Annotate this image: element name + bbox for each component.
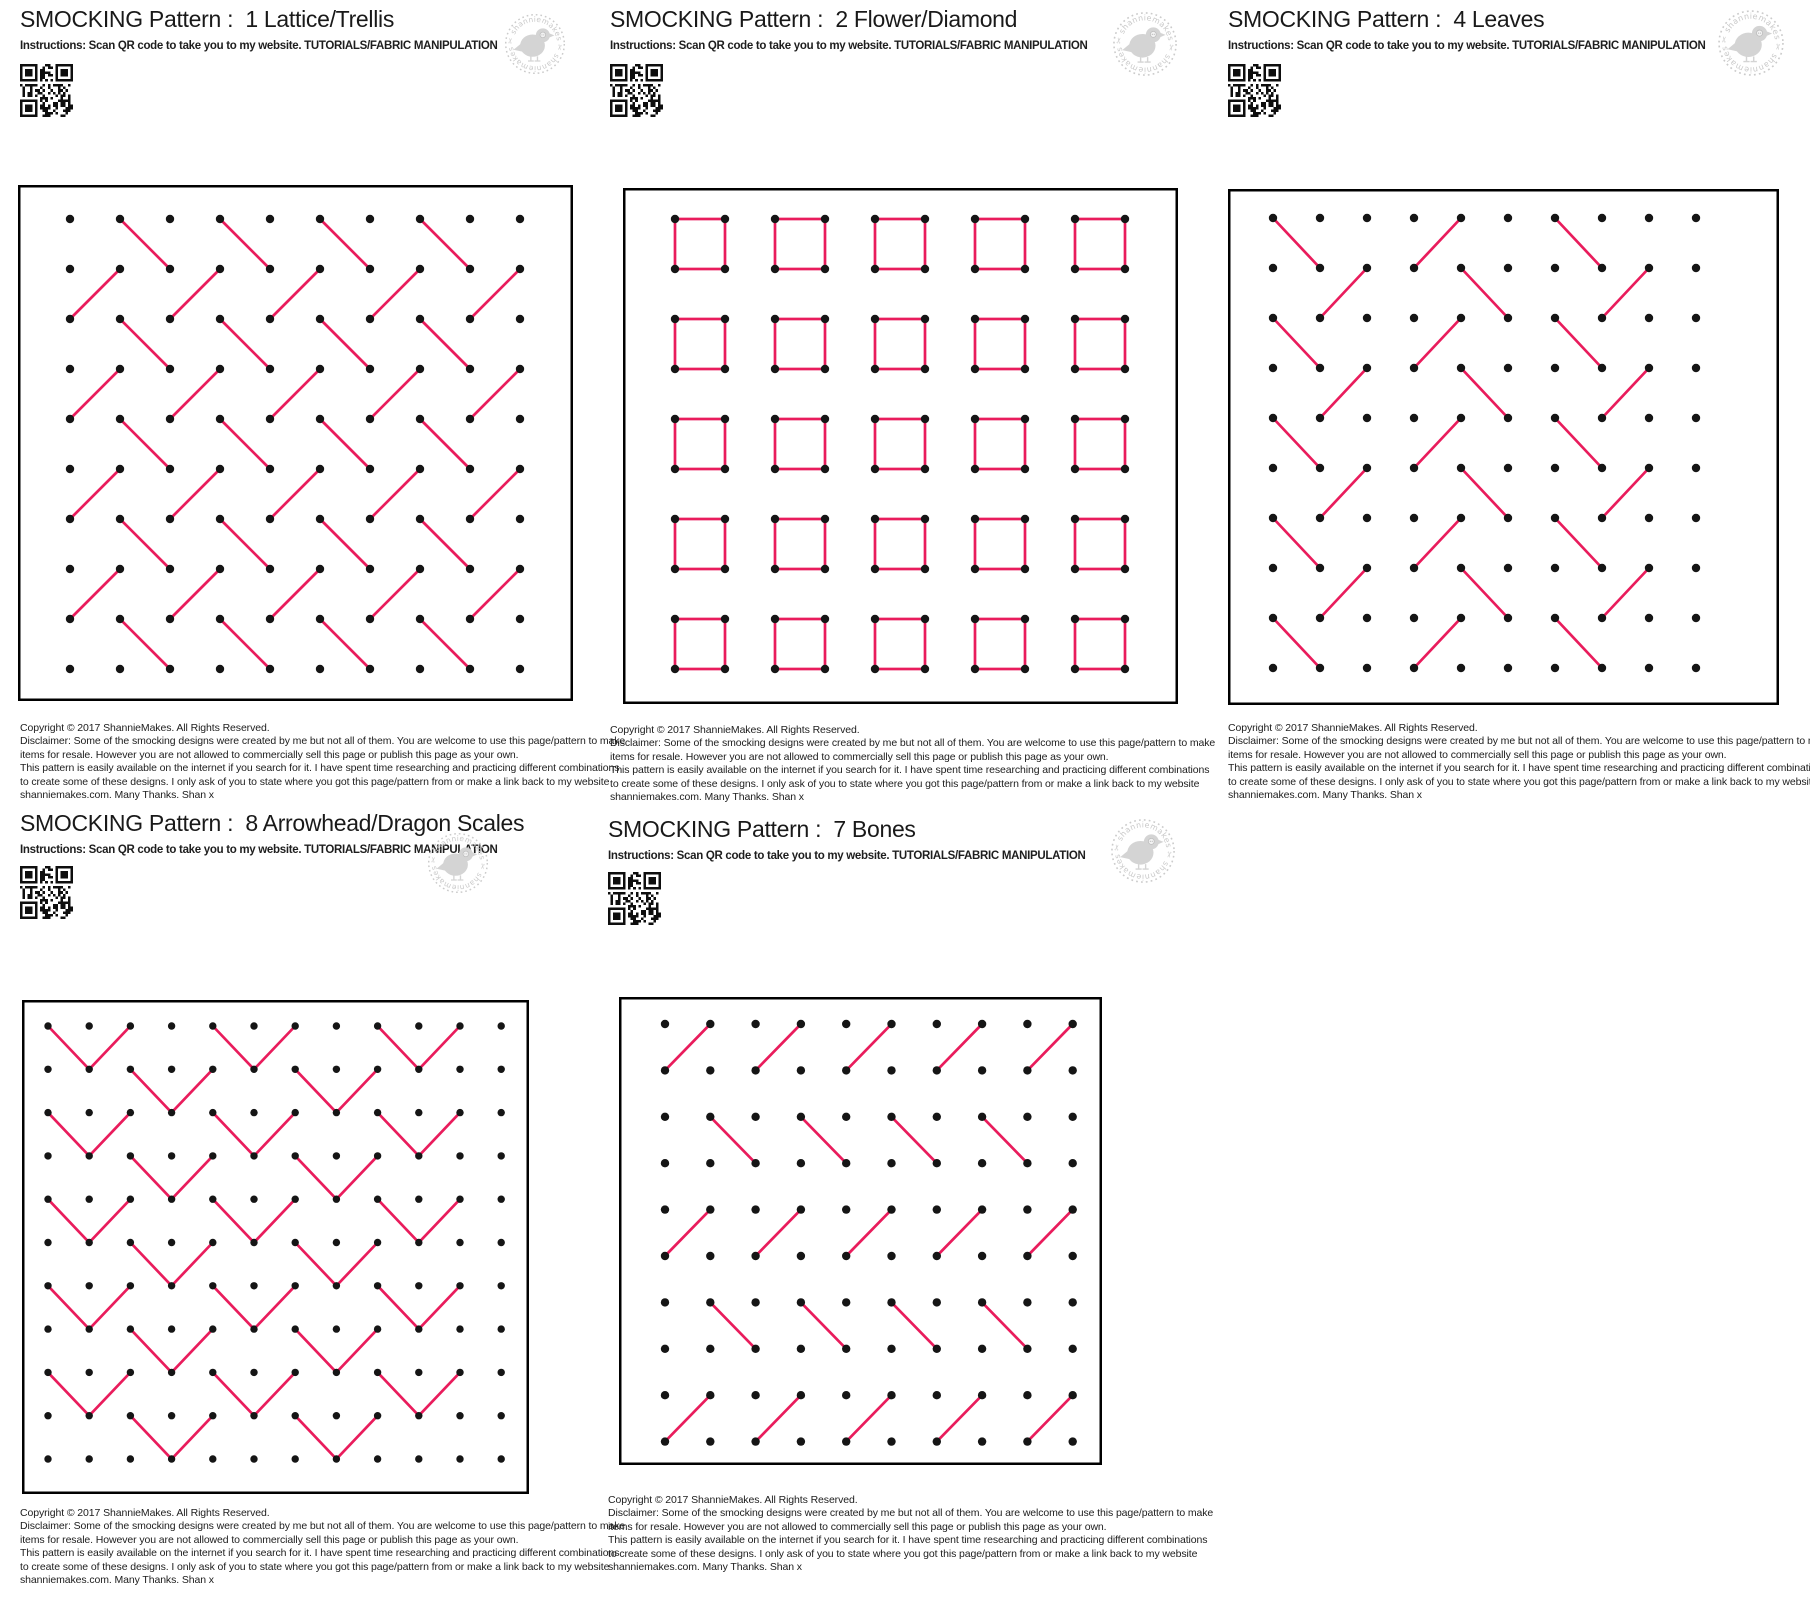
pattern-grid-box <box>18 185 573 701</box>
copyright-line: This pattern is easily available on the … <box>20 1547 620 1560</box>
pattern-title: SMOCKING Pattern : 2 Flower/Diamond <box>610 6 1018 32</box>
copyright-disclaimer: Copyright © 2017 ShannieMakes. All Right… <box>20 722 625 802</box>
pleating-dots <box>44 1022 505 1463</box>
box-border <box>623 188 1178 704</box>
pattern-grid-box <box>1228 189 1779 705</box>
qr-code <box>1228 64 1281 117</box>
copyright-line: to create some of these designs. I only … <box>608 1547 1198 1560</box>
stitch-lines <box>68 217 522 671</box>
copyright-line: items for resale. However you are not al… <box>608 1520 1107 1533</box>
bird-icon <box>1122 27 1166 63</box>
copyright-line: items for resale. However you are not al… <box>1228 748 1727 761</box>
box-border <box>22 1000 529 1494</box>
shanniemakes-bird-logo: ✂ shanniemakes ✂ shanniemakes <box>1113 12 1177 76</box>
copyright-line: Copyright © 2017 ShannieMakes. All Right… <box>20 1507 270 1519</box>
stitch-lines <box>46 1024 462 1461</box>
copyright-line: to create some of these designs. I only … <box>610 777 1200 790</box>
stitch-lines <box>673 217 1127 671</box>
copyright-line: to create some of these designs. I only … <box>20 1560 610 1573</box>
stitch-lines <box>663 1022 1075 1443</box>
bird-icon <box>436 847 478 881</box>
copyright-line: to create some of these designs. I only … <box>20 775 610 788</box>
pattern-instructions: Instructions: Scan QR code to take you t… <box>610 40 1088 52</box>
copyright-line: items for resale. However you are not al… <box>20 748 519 761</box>
copyright-line: Disclaimer: Some of the smocking designs… <box>610 737 1216 750</box>
qr-code <box>608 872 661 925</box>
copyright-line: Disclaimer: Some of the smocking designs… <box>20 1520 626 1533</box>
pattern-title: SMOCKING Pattern : 4 Leaves <box>1228 6 1545 32</box>
copyright-line: Copyright © 2017 ShannieMakes. All Right… <box>610 724 860 736</box>
copyright-line: Disclaimer: Some of the smocking designs… <box>20 735 626 748</box>
copyright-line: shanniemakes.com. Many Thanks. Shan x <box>20 789 214 802</box>
pattern-instructions: Instructions: Scan QR code to take you t… <box>20 844 498 856</box>
qr-code <box>20 64 73 117</box>
box-border <box>619 997 1102 1465</box>
copyright-line: items for resale. However you are not al… <box>610 750 1109 763</box>
copyright-disclaimer: Copyright © 2017 ShannieMakes. All Right… <box>20 1507 625 1587</box>
logo-dotted-ring <box>504 13 566 75</box>
box-border <box>1228 189 1779 705</box>
copyright-disclaimer: Copyright © 2017 ShannieMakes. All Right… <box>1228 722 1810 802</box>
copyright-disclaimer: Copyright © 2017 ShannieMakes. All Right… <box>608 1494 1213 1574</box>
pleating-dots <box>660 1019 1077 1446</box>
pleating-dots <box>65 214 525 674</box>
shanniemakes-bird-logo: ✂ shanniemakes ✂ shanniemakes <box>1718 10 1784 76</box>
stitch-lines <box>1271 216 1651 670</box>
pattern-title: SMOCKING Pattern : 8 Arrowhead/Dragon Sc… <box>20 810 525 836</box>
shanniemakes-bird-logo: ✂ shanniemakes ✂ shanniemakes <box>1111 819 1175 883</box>
copyright-line: shanniemakes.com. Many Thanks. Shan x <box>610 791 804 804</box>
copyright-line: Disclaimer: Some of the smocking designs… <box>1228 735 1810 748</box>
pattern-grid-box <box>22 1000 529 1494</box>
copyright-line: Copyright © 2017 ShannieMakes. All Right… <box>608 1494 858 1506</box>
copyright-line: Copyright © 2017 ShannieMakes. All Right… <box>20 722 270 734</box>
logo-dotted-ring <box>1113 12 1177 76</box>
box-border <box>18 185 573 701</box>
pattern-instructions: Instructions: Scan QR code to take you t… <box>20 40 498 52</box>
pattern-instructions: Instructions: Scan QR code to take you t… <box>608 850 1086 862</box>
copyright-line: This pattern is easily available on the … <box>20 762 620 775</box>
pattern-grid-box <box>623 188 1178 704</box>
copyright-line: shanniemakes.com. Many Thanks. Shan x <box>608 1561 802 1574</box>
bird-icon <box>1727 25 1773 63</box>
copyright-line: This pattern is easily available on the … <box>610 764 1210 777</box>
copyright-line: items for resale. However you are not al… <box>20 1533 519 1546</box>
shanniemakes-bird-logo: ✂ shanniemakes ✂ shanniemakes <box>427 832 489 894</box>
pattern-title: SMOCKING Pattern : 1 Lattice/Trellis <box>20 6 395 32</box>
logo-dotted-ring <box>1718 10 1784 76</box>
copyright-line: This pattern is easily available on the … <box>608 1534 1208 1547</box>
qr-code <box>20 866 73 919</box>
pattern-instructions: Instructions: Scan QR code to take you t… <box>1228 40 1706 52</box>
pattern-grid-box <box>619 997 1102 1465</box>
copyright-line: to create some of these designs. I only … <box>1228 775 1810 788</box>
pleating-dots <box>670 214 1130 674</box>
shanniemakes-bird-logo: ✂ shanniemakes ✂ shanniemakes <box>504 13 566 75</box>
logo-dotted-ring <box>1111 819 1175 883</box>
copyright-line: shanniemakes.com. Many Thanks. Shan x <box>20 1574 214 1587</box>
bird-icon <box>1120 834 1164 870</box>
pattern-title: SMOCKING Pattern : 7 Bones <box>608 816 916 842</box>
qr-code <box>610 64 663 117</box>
copyright-line: This pattern is easily available on the … <box>1228 762 1810 775</box>
copyright-disclaimer: Copyright © 2017 ShannieMakes. All Right… <box>610 724 1215 804</box>
copyright-line: Copyright © 2017 ShannieMakes. All Right… <box>1228 722 1478 734</box>
copyright-line: Disclaimer: Some of the smocking designs… <box>608 1507 1214 1520</box>
pleating-dots <box>1268 213 1701 673</box>
copyright-line: shanniemakes.com. Many Thanks. Shan x <box>1228 789 1422 802</box>
bird-icon <box>513 28 555 62</box>
